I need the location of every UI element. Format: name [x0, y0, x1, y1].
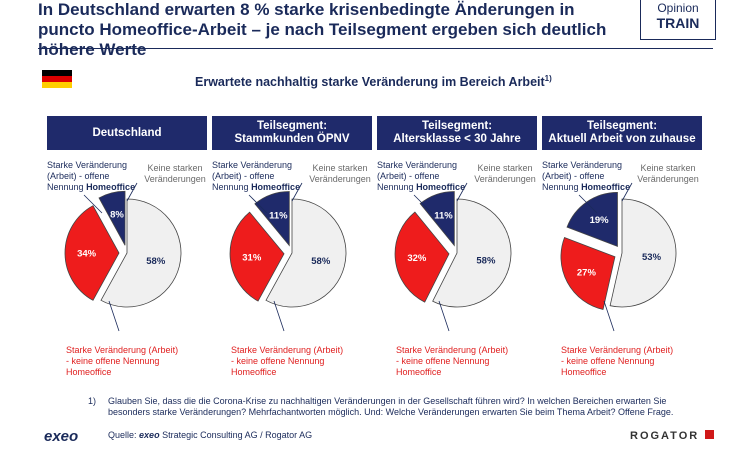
pie-label: 58% — [311, 256, 331, 267]
logo-line-2: TRAIN — [656, 15, 700, 31]
pie-pointer-line — [456, 182, 468, 202]
pie-slice-homeoffice — [566, 192, 618, 247]
label-homeoffice-prefix: Starke Veränderung (Arbeit) - offene Nen… — [47, 160, 128, 192]
source-line: Quelle: exeo Strategic Consulting AG / R… — [108, 430, 312, 440]
pie-pointer-line — [83, 194, 103, 214]
panel-head-stammkunden: Teilsegment: Stammkunden ÖPNV — [212, 116, 372, 150]
label-no-change: Keine starken Veränderungen — [309, 163, 371, 184]
pie-pointer-line — [273, 300, 285, 332]
pie-slice-homeoffice — [98, 190, 126, 246]
pie-label: 53% — [642, 252, 662, 263]
label-other-arbeit: Starke Veränderung (Arbeit) - keine offe… — [396, 345, 509, 377]
pie-label: 34% — [77, 249, 97, 260]
pie-pointer-line — [578, 194, 598, 214]
page-title: In Deutschland erwarten 8 % starke krise… — [38, 0, 607, 59]
panel-head-zuhause: Teilsegment: Aktuell Arbeit von zuhause — [542, 116, 702, 150]
label-homeoffice: Starke Veränderung (Arbeit) - offene Nen… — [377, 160, 472, 193]
panel-head-altersklasse: Teilsegment: Altersklasse < 30 Jahre — [377, 116, 537, 150]
pie-label: 31% — [242, 252, 262, 263]
pie-slice-other — [394, 211, 450, 303]
label-homeoffice: Starke Veränderung (Arbeit) - offene Nen… — [47, 160, 142, 193]
pie-label: 11% — [269, 210, 288, 221]
pie-label: 8% — [110, 209, 124, 220]
label-homeoffice-word: Homeoffice — [251, 182, 301, 192]
label-other-arbeit: Starke Veränderung (Arbeit) - keine offe… — [561, 345, 674, 377]
label-homeoffice: Starke Veränderung (Arbeit) - offene Nen… — [542, 160, 637, 193]
pie-pointer-line — [621, 182, 633, 202]
pie-pointer-line — [438, 300, 450, 332]
panel-head-deutschland: Deutschland — [47, 116, 207, 150]
panel-head-line2: Stammkunden ÖPNV — [234, 133, 350, 145]
panel-head-line2: Altersklasse < 30 Jahre — [393, 133, 521, 145]
label-homeoffice-prefix: Starke Veränderung (Arbeit) - offene Nen… — [212, 160, 293, 192]
panel-head-line1: Teilsegment: — [586, 120, 658, 132]
chart-subtitle-text: Erwartete nachhaltig starke Veränderung … — [195, 75, 545, 90]
german-flag-icon — [42, 70, 72, 88]
pie-slice-no-change — [100, 198, 182, 308]
pie-slice-other — [560, 236, 616, 310]
label-homeoffice-prefix: Starke Veränderung (Arbeit) - offene Nen… — [377, 160, 458, 192]
footnote: 1) Glauben Sie, dass die die Corona-Kris… — [88, 396, 708, 418]
source-rest: Strategic Consulting AG / Rogator AG — [162, 430, 313, 440]
label-homeoffice-prefix: Starke Veränderung (Arbeit) - offene Nen… — [542, 160, 623, 192]
label-no-change: Keine starken Veränderungen — [474, 163, 536, 184]
rogator-logo: ROGATOR — [630, 430, 700, 442]
pie-label: 58% — [146, 256, 166, 267]
exeo-logo: exeo — [44, 428, 79, 445]
pie-slice-no-change — [609, 198, 677, 308]
pie-slice-homeoffice — [419, 191, 455, 247]
panel-head-line1: Deutschland — [92, 126, 162, 139]
header-divider — [38, 48, 713, 49]
logo-line-1: Opinion — [657, 1, 699, 15]
flag-stripe-gold — [42, 82, 72, 88]
source-prefix: Quelle: — [108, 430, 137, 440]
flag-stripe-black — [42, 70, 72, 76]
pie-pointer-line — [126, 182, 138, 202]
rogator-logo-mark-icon — [705, 430, 714, 439]
subtitle-footnote-marker: 1) — [544, 74, 552, 83]
label-no-change: Keine starken Veränderungen — [144, 163, 206, 184]
pie-label: 11% — [434, 210, 453, 221]
pie-slice-other — [64, 205, 120, 301]
pie-slice-other — [229, 211, 285, 302]
label-homeoffice-word: Homeoffice — [416, 182, 466, 192]
pie-slice-no-change — [432, 198, 512, 308]
label-other-arbeit: Starke Veränderung (Arbeit) - keine offe… — [66, 345, 179, 377]
label-no-change: Keine starken Veränderungen — [637, 163, 699, 184]
pie-pointer-line — [108, 300, 120, 332]
source-brand: exeo — [139, 430, 160, 440]
pie-slice-homeoffice — [254, 191, 290, 247]
footnote-number: 1) — [88, 396, 97, 406]
label-homeoffice-word: Homeoffice — [86, 182, 136, 192]
footnote-text: Glauben Sie, dass die die Corona-Krise z… — [108, 396, 674, 417]
label-homeoffice: Starke Veränderung (Arbeit) - offene Nen… — [212, 160, 307, 193]
pie-label: 19% — [590, 215, 610, 226]
pie-pointer-line — [603, 300, 615, 332]
pie-label: 32% — [407, 253, 427, 264]
flag-stripe-red — [42, 76, 72, 82]
pie-pointer-line — [248, 194, 268, 214]
panel-head-line1: Teilsegment: — [256, 120, 328, 132]
label-other-arbeit: Starke Veränderung (Arbeit) - keine offe… — [231, 345, 344, 377]
chart-subtitle: Erwartete nachhaltig starke Veränderung … — [195, 74, 552, 89]
pie-label: 58% — [476, 255, 496, 266]
pie-pointer-line — [413, 194, 433, 214]
pie-pointer-line — [291, 182, 303, 202]
label-homeoffice-word: Homeoffice — [581, 182, 631, 192]
panel-head-line1: Teilsegment: — [421, 120, 493, 132]
opinion-train-logo: Opinion TRAIN — [640, 0, 716, 40]
pie-slice-no-change — [265, 198, 347, 308]
panel-head-line2: Aktuell Arbeit von zuhause — [548, 133, 696, 145]
pie-label: 27% — [577, 268, 597, 279]
